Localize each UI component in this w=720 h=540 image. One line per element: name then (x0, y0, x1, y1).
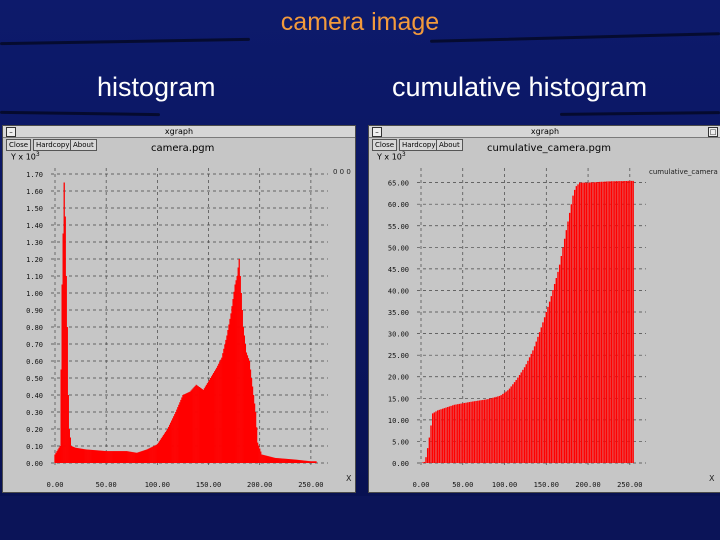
y-tick-label: 0.90 (26, 307, 43, 315)
x-axis-corner-label: X (346, 474, 352, 483)
y-tick-label: 0.40 (26, 392, 43, 400)
plot-title: camera.pgm (151, 143, 215, 154)
y-tick-label: 0.70 (26, 341, 43, 349)
maximize-icon[interactable]: □ (708, 127, 718, 137)
close-button[interactable]: Close (372, 139, 398, 151)
histogram-window[interactable]: – xgraph Close Hardcopy About camera.pgm… (2, 125, 356, 493)
y-tick-label: 50.00 (388, 244, 409, 252)
y-tick-label: 35.00 (388, 309, 409, 317)
window-menu-icon[interactable]: – (372, 127, 382, 137)
window-menu-icon[interactable]: – (6, 127, 16, 137)
y-tick-label: 55.00 (388, 223, 409, 231)
x-tick-label: 0.00 (47, 481, 64, 489)
x-axis-corner-label: X (709, 474, 715, 483)
about-button[interactable]: About (436, 139, 463, 151)
y-tick-label: 1.30 (26, 239, 43, 247)
plot-area: 0.00 5.00 10.00 15.00 20.00 25.00 30.00 35.00 40… (388, 168, 646, 489)
histogram-caption: histogram (97, 72, 216, 102)
window-title: xgraph (164, 127, 194, 136)
window-titlebar[interactable]: – xgraph (3, 126, 355, 138)
x-tick-label: 50.00 (96, 481, 117, 489)
x-tick-label: 100.00 (492, 481, 517, 489)
bars (54, 182, 317, 463)
y-tick-label: 0.30 (26, 409, 43, 417)
x-tick-label: 100.00 (145, 481, 170, 489)
window-title: xgraph (530, 127, 560, 136)
y-tick-label: 45.00 (388, 266, 409, 274)
y-tick-label: 0.00 (392, 460, 409, 468)
close-button[interactable]: Close (6, 139, 32, 151)
cumulative-histogram-plot: 0.00 5.00 10.00 15.00 20.00 25.00 30.00 35.00 40… (388, 168, 646, 489)
plot-area: 0.00 0.10 0.20 0.30 0.40 0.50 0.60 0.70 0.80 0.90… (26, 168, 328, 489)
y-tick-label: 20.00 (388, 374, 409, 382)
plot-title: cumulative_camera.pgm (487, 143, 611, 154)
legend: 0 0 0 (333, 168, 351, 176)
y-tick-label: 1.50 (26, 205, 43, 213)
about-button[interactable]: About (70, 139, 97, 151)
y-tick-label: 15.00 (388, 395, 409, 403)
y-tick-label: 65.00 (388, 180, 409, 188)
y-tick-label: 30.00 (388, 331, 409, 339)
cumulative-histogram-caption: cumulative histogram (392, 72, 648, 102)
cumulative-histogram-window[interactable]: – xgraph □ Close Hardcopy About cumulati… (368, 125, 720, 493)
y-tick-label: 1.00 (26, 290, 43, 298)
histogram-plot: 0.00 0.10 0.20 0.30 0.40 0.50 0.60 0.70 0.80 0.90… (26, 168, 328, 489)
y-tick-label: 1.60 (26, 188, 43, 196)
x-tick-label: 150.00 (534, 481, 559, 489)
y-unit-label: Y x 103 (377, 151, 406, 162)
y-tick-label: 60.00 (388, 201, 409, 209)
x-tick-label: 200.00 (575, 481, 600, 489)
y-tick-label: 1.40 (26, 222, 43, 230)
legend: cumulative_camera (649, 168, 718, 176)
x-tick-label: 200.00 (247, 481, 272, 489)
x-tick-label: 150.00 (196, 481, 221, 489)
y-tick-label: 10.00 (388, 417, 409, 425)
x-tick-label: 250.00 (617, 481, 642, 489)
x-tick-label: 0.00 (413, 481, 430, 489)
y-tick-label: 0.10 (26, 443, 43, 451)
window-titlebar[interactable]: – xgraph □ (369, 126, 720, 138)
y-tick-label: 0.20 (26, 426, 43, 434)
y-tick-label: 5.00 (392, 438, 409, 446)
bars (421, 180, 634, 463)
y-tick-label: 1.70 (26, 171, 43, 179)
y-tick-label: 0.60 (26, 358, 43, 366)
y-tick-label: 40.00 (388, 287, 409, 295)
y-tick-label: 25.00 (388, 352, 409, 360)
slide-title: camera image (280, 8, 440, 36)
x-tick-label: 250.00 (298, 481, 323, 489)
y-tick-label: 1.20 (26, 256, 43, 264)
y-unit-label: Y x 103 (11, 151, 40, 162)
y-tick-label: 0.50 (26, 375, 43, 383)
x-tick-label: 50.00 (452, 481, 473, 489)
y-tick-label: 0.80 (26, 324, 43, 332)
y-tick-label: 0.00 (26, 460, 43, 468)
y-tick-label: 1.10 (26, 273, 43, 281)
